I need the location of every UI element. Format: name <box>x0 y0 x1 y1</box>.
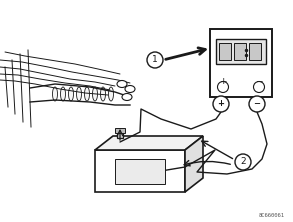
Text: 1: 1 <box>152 56 158 65</box>
Bar <box>219 43 231 60</box>
Ellipse shape <box>69 87 74 101</box>
Bar <box>234 43 246 60</box>
Ellipse shape <box>108 87 113 101</box>
Bar <box>115 128 125 133</box>
Text: +: + <box>219 77 227 85</box>
Text: +: + <box>217 99 224 109</box>
Ellipse shape <box>84 87 89 101</box>
Ellipse shape <box>93 87 98 101</box>
Text: −: − <box>253 99 260 109</box>
Bar <box>249 43 261 60</box>
Bar <box>216 39 266 64</box>
Circle shape <box>235 154 251 170</box>
Polygon shape <box>95 136 203 150</box>
Circle shape <box>147 52 163 68</box>
Bar <box>117 131 123 138</box>
Text: 2: 2 <box>240 157 246 166</box>
Circle shape <box>253 81 265 93</box>
Ellipse shape <box>100 87 105 101</box>
Ellipse shape <box>76 87 81 101</box>
Polygon shape <box>185 136 203 192</box>
Text: −: − <box>255 77 263 85</box>
Circle shape <box>249 96 265 112</box>
Bar <box>95 150 185 192</box>
Ellipse shape <box>117 81 127 87</box>
Bar <box>210 29 272 97</box>
Circle shape <box>217 81 229 93</box>
Circle shape <box>213 96 229 112</box>
Ellipse shape <box>122 93 132 101</box>
Ellipse shape <box>125 85 135 93</box>
Ellipse shape <box>52 87 57 101</box>
Ellipse shape <box>60 87 66 101</box>
Text: 8C660061: 8C660061 <box>259 213 285 218</box>
Bar <box>115 159 165 184</box>
